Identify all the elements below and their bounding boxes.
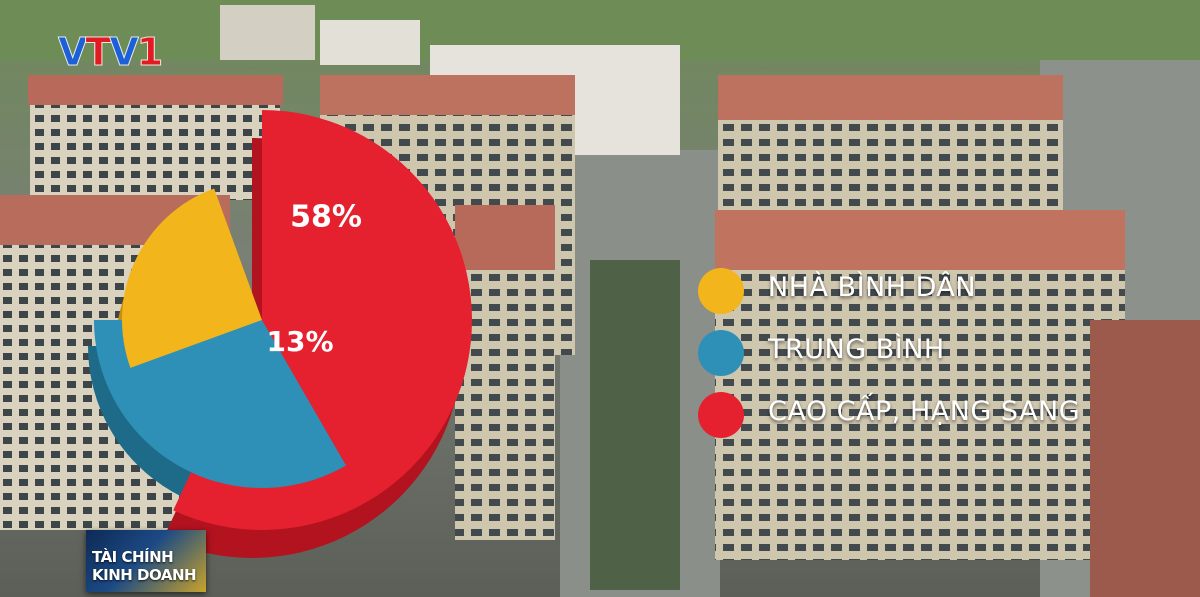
slice-label-13: 13% <box>266 325 333 358</box>
program-badge: TÀI CHÍNH KINH DOANH <box>86 530 206 592</box>
legend-label: TRUNG BÌNH <box>768 334 945 365</box>
legend-dot-yellow <box>698 268 744 314</box>
program-badge-line2: KINH DOANH <box>92 566 197 584</box>
slice-trung-binh <box>94 320 346 488</box>
legend-dot-blue <box>698 330 744 376</box>
slice-nha-binh-dan <box>122 188 262 368</box>
slice-label-58: 58% <box>290 200 362 235</box>
channel-logo-text: VTV1 <box>57 30 163 75</box>
apartment-block-right <box>715 75 1125 560</box>
channel-logo: VTV1 <box>57 30 163 75</box>
legend-dot-red <box>698 392 744 438</box>
program-badge-line1: TÀI CHÍNH <box>92 548 174 566</box>
legend-label: CAO CẤP, HẠNG SANG <box>768 396 1081 427</box>
legend-label: NHÀ BÌNH DÂN <box>768 272 977 303</box>
